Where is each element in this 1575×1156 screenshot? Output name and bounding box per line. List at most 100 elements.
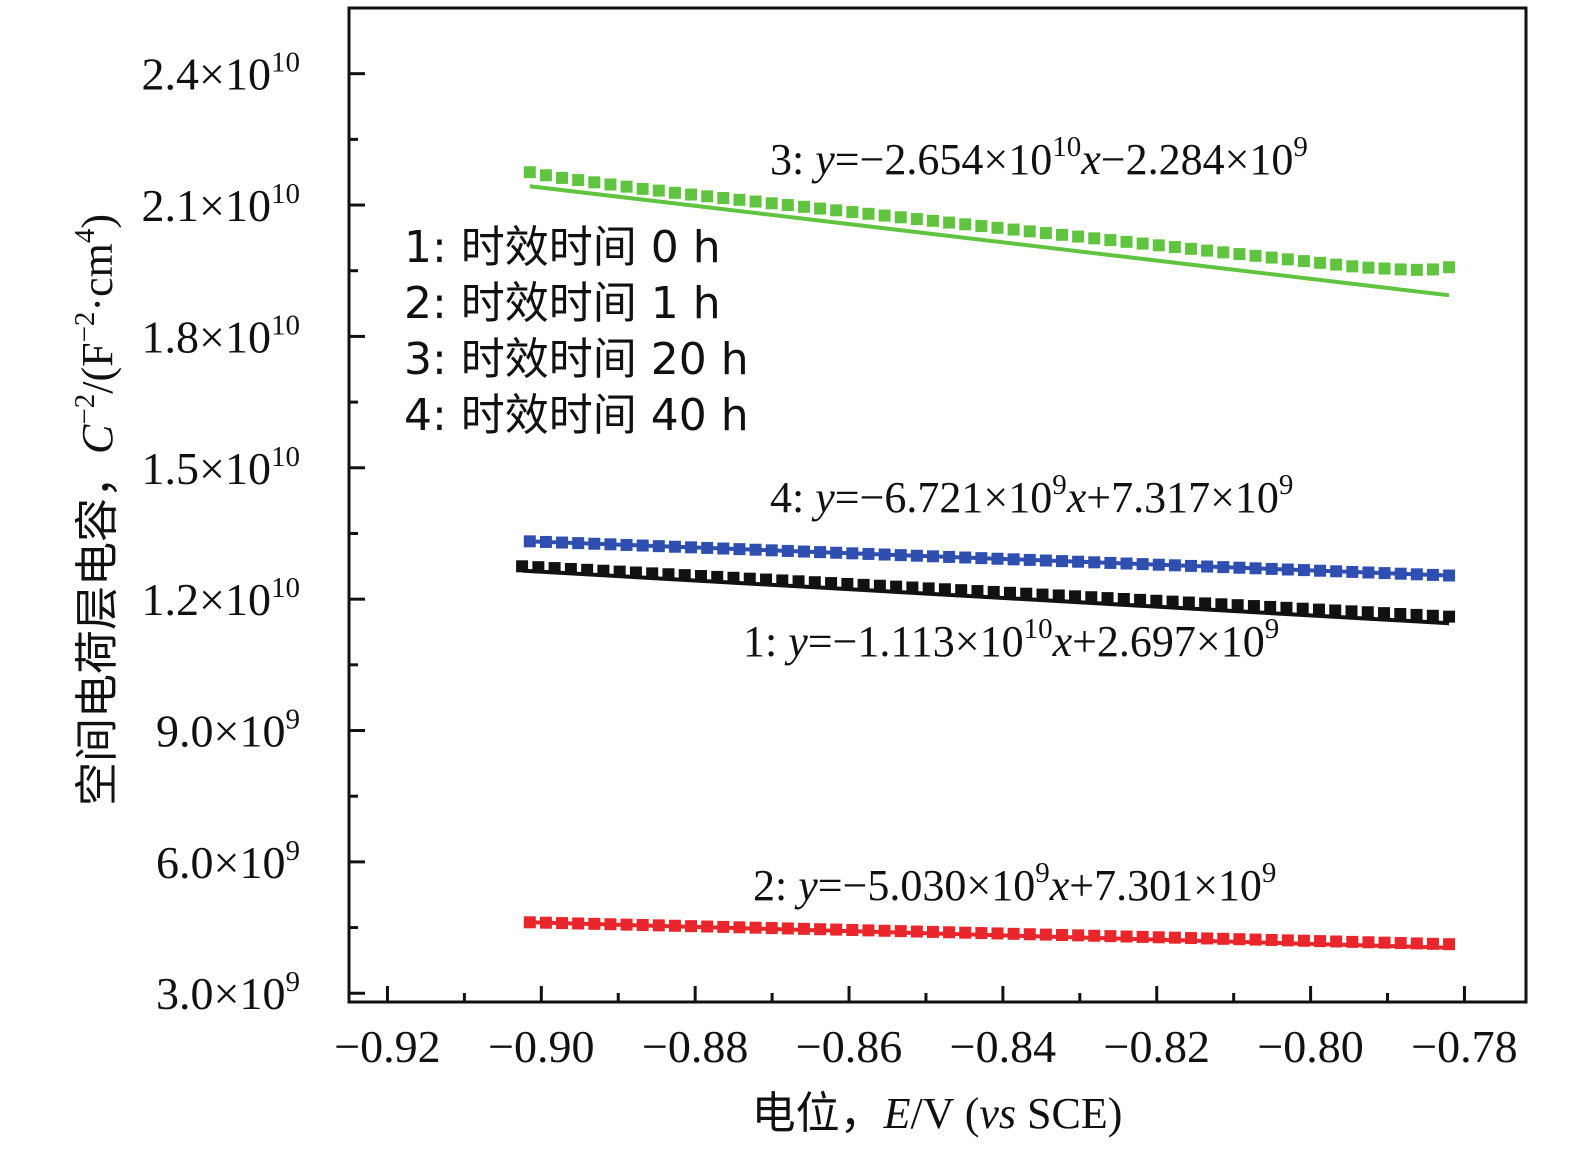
series-1-point bbox=[857, 578, 870, 591]
axis-ticks bbox=[349, 72, 1466, 1002]
y-tick-label: 6.0×109 bbox=[156, 835, 300, 888]
legend-entry-1: 1: 时效时间 0 h bbox=[404, 222, 721, 273]
series-3-point bbox=[1168, 241, 1181, 254]
series-1-fit-line bbox=[521, 568, 1450, 626]
series-3-point bbox=[556, 171, 569, 184]
x-tick-label: −0.86 bbox=[796, 1021, 902, 1072]
series-3-point bbox=[1104, 234, 1117, 247]
series-1-point bbox=[1166, 595, 1179, 608]
series-3-point bbox=[1007, 223, 1020, 236]
series-1-point bbox=[1069, 590, 1082, 603]
series-3-point bbox=[1023, 225, 1036, 238]
series-3-fit-line bbox=[529, 184, 1450, 298]
y-axis-title: 空间电荷层电容，C−2/(F−2·cm4) bbox=[69, 214, 123, 806]
series-1-point bbox=[1231, 599, 1244, 612]
series-3-point bbox=[1265, 251, 1278, 264]
series-3-point bbox=[1152, 239, 1165, 252]
series-3-point bbox=[668, 186, 681, 199]
series-3-point bbox=[1072, 230, 1085, 243]
series-1-point bbox=[1036, 588, 1049, 601]
legend-entry-2: 2: 时效时间 1 h bbox=[404, 278, 721, 329]
legend: 1: 时效时间 0 h 2: 时效时间 1 h 3: 时效时间 20 h 4: … bbox=[404, 222, 749, 441]
x-axis-title: 电位，E/V (vs SCE) bbox=[752, 1088, 1123, 1139]
series-3-point bbox=[862, 207, 875, 220]
series-1-point bbox=[1247, 600, 1260, 613]
legend-entry-3: 3: 时效时间 20 h bbox=[404, 334, 749, 385]
tick-labels: −0.92 −0.90 −0.88 −0.86 −0.84 −0.82 −0.80 −0.78… bbox=[142, 47, 1518, 1072]
series-1 bbox=[516, 560, 1456, 626]
y-tick-label: 1.2×1010 bbox=[142, 572, 300, 625]
series-1-point bbox=[971, 585, 984, 598]
series-3-point bbox=[991, 221, 1004, 234]
legend-entry-4: 4: 时效时间 40 h bbox=[404, 390, 749, 441]
series-3-point bbox=[1443, 261, 1456, 274]
series-1-point bbox=[1052, 589, 1065, 602]
series-3-point bbox=[588, 176, 601, 189]
y-tick-label: 2.4×1010 bbox=[142, 47, 300, 100]
series-1-point bbox=[1101, 592, 1114, 605]
series-1-point bbox=[1020, 587, 1033, 600]
series-2-fit-line bbox=[529, 920, 1450, 950]
y-tick-label: 9.0×109 bbox=[156, 704, 300, 757]
series-1-point bbox=[1215, 598, 1228, 611]
series-3-point bbox=[1330, 258, 1343, 271]
x-tick-label: −0.92 bbox=[334, 1021, 440, 1072]
series-3-point bbox=[1394, 263, 1407, 276]
series-1-point bbox=[1394, 608, 1407, 621]
series-3-point bbox=[1233, 248, 1246, 261]
series-1-point bbox=[1345, 605, 1358, 618]
series-3-point bbox=[733, 193, 746, 206]
y-tick-label: 1.5×1010 bbox=[142, 441, 300, 494]
series-1-point bbox=[1296, 602, 1309, 615]
series-4-fit-line bbox=[529, 539, 1450, 578]
x-tick-label: −0.88 bbox=[642, 1021, 748, 1072]
series-3-point bbox=[1297, 255, 1310, 268]
series-1-point bbox=[1361, 606, 1374, 619]
series-3-point bbox=[846, 206, 859, 219]
series-1-point bbox=[1410, 608, 1423, 621]
series-1-point bbox=[1378, 607, 1391, 620]
series-3-point bbox=[894, 211, 907, 224]
series-3-point bbox=[926, 214, 939, 227]
series-3-point bbox=[523, 166, 536, 179]
series-3-point bbox=[636, 182, 649, 195]
series-1-point bbox=[1182, 596, 1195, 609]
series-3-point bbox=[1249, 249, 1262, 262]
series-1-point bbox=[938, 583, 951, 596]
series-3-point bbox=[652, 184, 665, 197]
x-tick-label: −0.82 bbox=[1104, 1021, 1210, 1072]
series-3-point bbox=[910, 213, 923, 226]
series-3-point bbox=[975, 220, 988, 233]
series-1-point bbox=[1150, 594, 1163, 607]
x-tick-label: −0.78 bbox=[1411, 1021, 1517, 1072]
series-1-point bbox=[1329, 604, 1342, 617]
series-1-point bbox=[1312, 603, 1325, 616]
equation-series-4: 4: y=−6.721×109x+7.317×109 bbox=[770, 469, 1293, 522]
x-tick-label: −0.84 bbox=[950, 1021, 1056, 1072]
series-1-point bbox=[1199, 597, 1212, 610]
series-3-point bbox=[1410, 263, 1423, 276]
equation-series-3: 3: y=−2.654×1010x−2.284×109 bbox=[770, 131, 1308, 184]
series-3-point bbox=[959, 218, 972, 231]
series-3-point bbox=[781, 199, 794, 212]
series-1-point bbox=[873, 579, 886, 592]
series-3-point bbox=[1346, 260, 1359, 273]
series-1-point bbox=[1003, 586, 1016, 599]
equation-series-2: 2: y=−5.030×109x+7.301×109 bbox=[753, 857, 1276, 910]
equation-series-1: 1: y=−1.113×1010x+2.697×109 bbox=[743, 613, 1279, 666]
series-layer bbox=[516, 166, 1456, 951]
series-1-point bbox=[955, 584, 968, 597]
series-2 bbox=[523, 916, 1456, 951]
series-3-point bbox=[572, 174, 585, 187]
series-3-point bbox=[1088, 232, 1101, 245]
series-3-point bbox=[814, 202, 827, 215]
series-3-point bbox=[1378, 262, 1391, 275]
series-1-point bbox=[1280, 601, 1293, 614]
series-3-point bbox=[797, 200, 810, 213]
series-1-point bbox=[1134, 593, 1147, 606]
series-4 bbox=[523, 535, 1456, 582]
y-tick-label: 1.8×1010 bbox=[142, 309, 300, 362]
series-1-point bbox=[890, 580, 903, 593]
series-3-point bbox=[620, 180, 633, 193]
